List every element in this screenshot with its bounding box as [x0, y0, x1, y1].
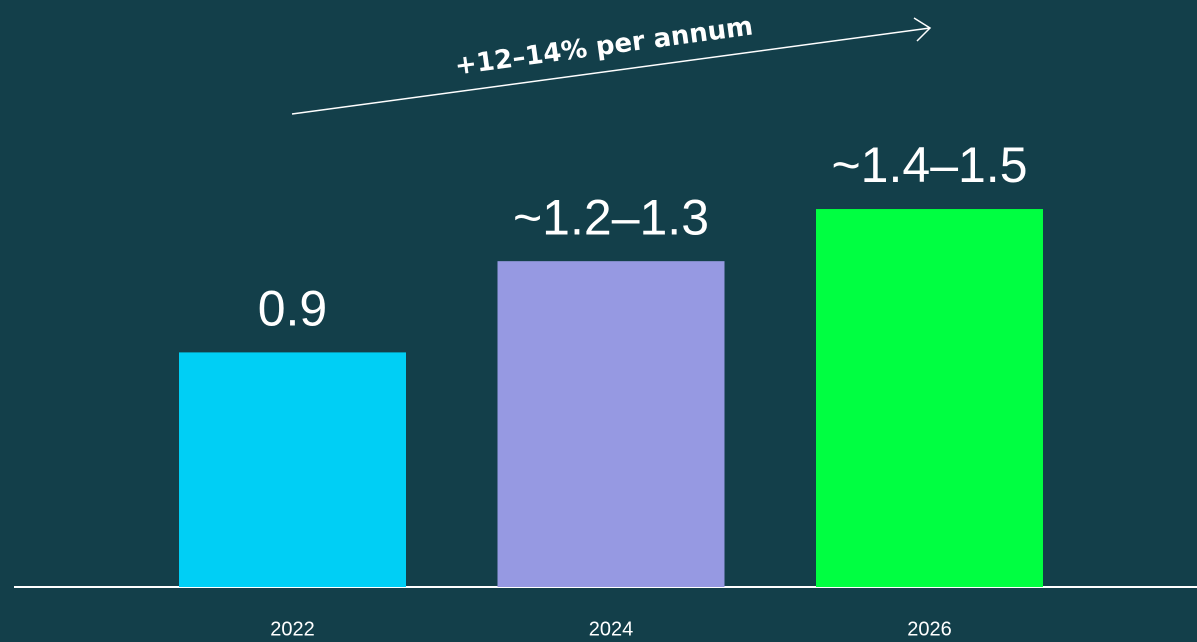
x-tick-label: 2026 — [907, 618, 952, 640]
arrow-head — [913, 17, 932, 42]
bar — [179, 352, 406, 587]
value-label: ~1.4–1.5 — [831, 137, 1027, 193]
value-label: 0.9 — [258, 281, 328, 337]
x-tick-label: 2022 — [270, 618, 315, 640]
bar — [816, 209, 1043, 588]
bar — [497, 261, 725, 587]
trend-arrow — [291, 27, 931, 115]
x-tick-label: 2024 — [589, 618, 634, 640]
value-label: ~1.2–1.3 — [513, 189, 709, 245]
